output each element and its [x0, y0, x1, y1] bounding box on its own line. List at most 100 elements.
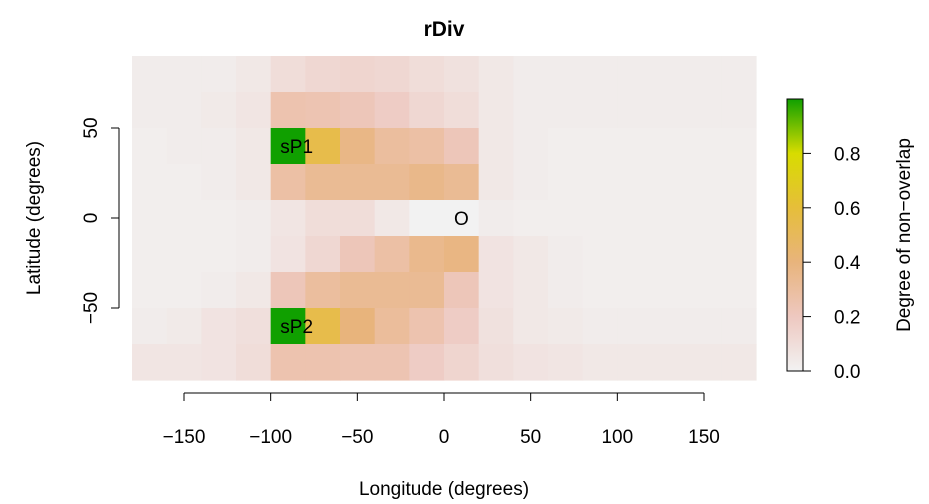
- heatmap-cell: [444, 272, 480, 309]
- heatmap-cell: [478, 272, 514, 309]
- heatmap-cell: [270, 308, 306, 345]
- heatmap-cell: [305, 236, 341, 273]
- heatmap-cell: [548, 56, 584, 93]
- heatmap-cell: [270, 272, 306, 309]
- heatmap-cell: [374, 128, 410, 165]
- y-tick-label: 50: [81, 117, 102, 138]
- x-tick-label: −50: [341, 427, 373, 448]
- chart-title: rDiv: [424, 18, 465, 41]
- heatmap-cell: [132, 128, 168, 165]
- heatmap-cell: [340, 56, 376, 93]
- heatmap-cell: [166, 308, 202, 345]
- heatmap-cell: [201, 92, 237, 129]
- heatmap-cell: [340, 200, 376, 237]
- heatmap-cell: [236, 272, 272, 309]
- heatmap-cell: [617, 236, 653, 273]
- heatmap-cell: [166, 56, 202, 93]
- heatmap-cell: [132, 56, 168, 93]
- heatmap-cell: [652, 92, 688, 129]
- heatmap-cell: [305, 164, 341, 201]
- heatmap-cell: [444, 236, 480, 273]
- heatmap-cell: [478, 164, 514, 201]
- heatmap-cell: [652, 56, 688, 93]
- heatmap-cell: [478, 128, 514, 165]
- heatmap-cell: [132, 92, 168, 129]
- heatmap-cell: [132, 344, 168, 381]
- heatmap-cell: [652, 236, 688, 273]
- heatmap-cell: [617, 56, 653, 93]
- colorbar-tick-label: 0.4: [834, 253, 861, 274]
- x-tick-label: 100: [601, 427, 633, 448]
- x-tick-label: 0: [439, 427, 450, 448]
- heatmap-cell: [132, 308, 168, 345]
- y-tick-label: 0: [81, 213, 102, 224]
- heatmap-cell: [305, 308, 341, 345]
- heatmap-cell: [478, 344, 514, 381]
- heatmap-cell: [478, 92, 514, 129]
- heatmap-cell: [270, 200, 306, 237]
- heatmap-cell: [374, 92, 410, 129]
- heatmap-cell: [409, 56, 445, 93]
- heatmap-cell: [374, 200, 410, 237]
- heatmap-cell: [582, 272, 618, 309]
- heatmap-cell: [721, 272, 757, 309]
- heatmap-cell: [721, 344, 757, 381]
- y-tick-label: −50: [81, 292, 102, 324]
- heatmap-cell: [652, 308, 688, 345]
- heatmap-cell: [270, 164, 306, 201]
- heatmap-cell: [374, 344, 410, 381]
- heatmap-cell: [617, 272, 653, 309]
- heatmap-cell: [340, 272, 376, 309]
- heatmap-cell: [166, 344, 202, 381]
- heatmap-cell: [236, 344, 272, 381]
- heatmap-cell: [305, 128, 341, 165]
- heatmap-cell: [340, 344, 376, 381]
- heatmap-cell: [270, 344, 306, 381]
- heatmap-cell: [340, 236, 376, 273]
- heatmap-cell: [478, 308, 514, 345]
- heatmap-cell: [548, 308, 584, 345]
- heatmap-cell: [132, 164, 168, 201]
- heatmap-cell: [201, 200, 237, 237]
- heatmap-cell: [686, 272, 722, 309]
- heatmap-cell: [166, 200, 202, 237]
- heatmap-cell: [582, 92, 618, 129]
- heatmap-cell: [478, 56, 514, 93]
- heatmap-cell: [236, 56, 272, 93]
- heatmap-cell: [548, 344, 584, 381]
- heatmap-cell: [444, 308, 480, 345]
- colorbar-tick-label: 0.0: [834, 362, 860, 383]
- heatmap-cell: [686, 92, 722, 129]
- heatmap-cell: [513, 56, 549, 93]
- x-tick-label: 150: [688, 427, 720, 448]
- heatmap-cell: [340, 164, 376, 201]
- heatmap-cell: [132, 200, 168, 237]
- colorbar-ticks: 0.0 0.2 0.4 0.6 0.8: [803, 144, 861, 383]
- cell-annotation-label: sP2: [280, 317, 313, 338]
- heatmap-cell: [686, 308, 722, 345]
- x-axis-title: Longitude (degrees): [359, 479, 529, 500]
- heatmap-cell: [201, 236, 237, 273]
- heatmap-cell: [409, 92, 445, 129]
- heatmap-cell: [652, 164, 688, 201]
- x-axis: −150 −100 −50 0 50 100 150: [163, 392, 720, 448]
- heatmap-cell: [513, 200, 549, 237]
- heatmap-cell: [374, 164, 410, 201]
- y-axis-title: Latitude (degrees): [24, 141, 45, 295]
- heatmap-cell: [201, 344, 237, 381]
- heatmap-cell: [686, 200, 722, 237]
- heatmap-cell: [305, 344, 341, 381]
- heatmap-cell: [652, 128, 688, 165]
- heatmap-cell: [548, 272, 584, 309]
- heatmap-cell: [617, 344, 653, 381]
- heatmap-cell: [721, 128, 757, 165]
- heatmap-cell: [617, 128, 653, 165]
- x-tick-label: −100: [249, 427, 292, 448]
- heatmap-cell: [166, 128, 202, 165]
- heatmap-cell: [652, 200, 688, 237]
- heatmap-cell: [478, 200, 514, 237]
- heatmap-cell: [374, 236, 410, 273]
- heatmap-cell: [548, 128, 584, 165]
- heatmap-cell: [374, 308, 410, 345]
